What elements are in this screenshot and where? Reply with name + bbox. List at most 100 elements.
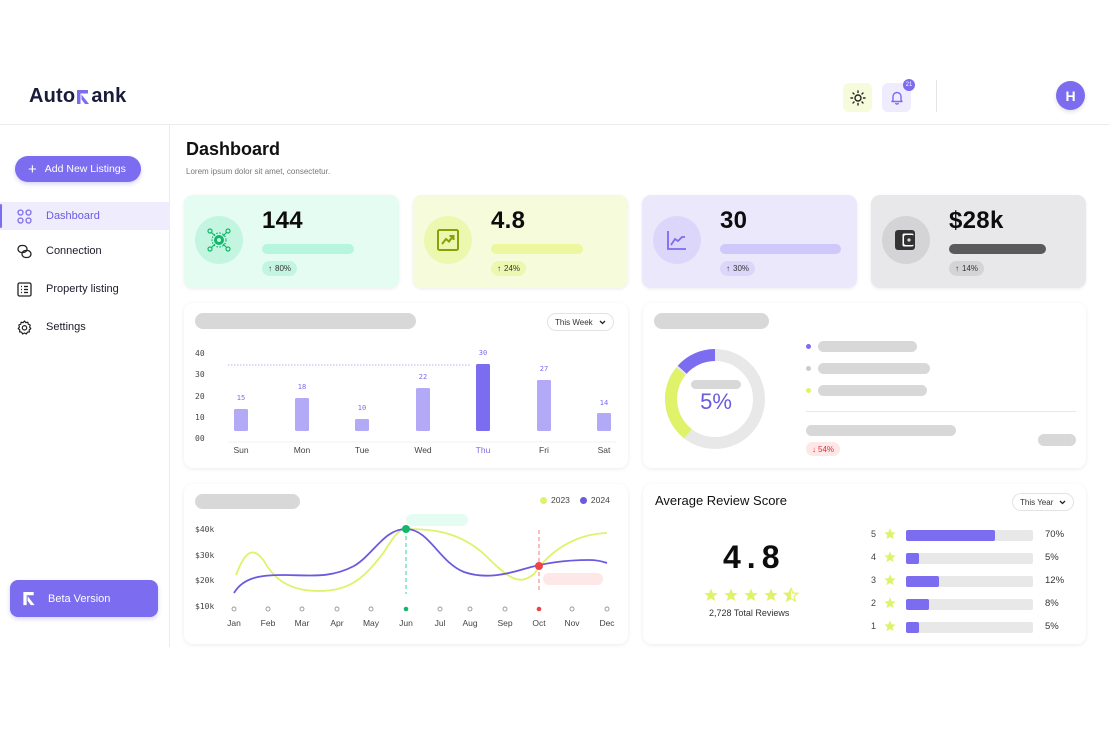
- link-icon: [17, 244, 32, 259]
- notifications-button[interactable]: 21: [882, 79, 915, 112]
- change-badge-down: ↓ 54%: [806, 442, 841, 456]
- grid-icon: [17, 208, 32, 224]
- chevron-down-icon: [599, 320, 606, 324]
- line-chart-icon: [653, 216, 701, 264]
- rating-stars-label: 1: [871, 621, 877, 631]
- legend-dot: [806, 366, 811, 371]
- card-title-placeholder: [654, 313, 769, 329]
- stat-card-rating[interactable]: 4.8 ↑ 24%: [413, 195, 628, 288]
- rating-stars-label: 4: [871, 552, 877, 562]
- beta-version-button[interactable]: Beta Version: [10, 580, 158, 617]
- legend-label-placeholder: [818, 341, 917, 352]
- stat-change-badge: ↑ 24%: [491, 261, 527, 276]
- y-tick: 30: [195, 370, 205, 379]
- rating-percent: 5%: [1045, 552, 1059, 563]
- logo-suffix: ank: [91, 85, 127, 107]
- rating-bar-track: [906, 622, 1033, 633]
- sidebar-item-connection[interactable]: Connection: [0, 237, 170, 265]
- week-filter-dropdown[interactable]: This Week: [547, 313, 614, 331]
- bar-value-label: 30: [478, 349, 488, 357]
- summary-placeholder: [806, 425, 956, 436]
- sidebar-item-dashboard[interactable]: Dashboard: [0, 202, 170, 230]
- trend-up-icon: [424, 216, 472, 264]
- add-new-listings-label: Add New Listings: [44, 163, 126, 175]
- theme-toggle-button[interactable]: [843, 83, 872, 112]
- stat-card-revenue[interactable]: $28k ↑ 14%: [871, 195, 1086, 288]
- sidebar-item-settings[interactable]: Settings: [0, 313, 170, 341]
- y-tick: 20: [195, 392, 205, 401]
- rating-percent: 5%: [1045, 621, 1059, 632]
- star-icon: [884, 597, 896, 609]
- summary-value-placeholder: [1038, 434, 1076, 446]
- x-tick: Sep: [497, 618, 513, 628]
- x-tick: Sun: [233, 445, 249, 455]
- wallet-icon: [882, 216, 930, 264]
- legend-2023: 2023: [540, 495, 570, 505]
- stat-change-value: 80%: [275, 264, 292, 273]
- legend-dot: [806, 344, 811, 349]
- y-tick: 40: [195, 349, 205, 358]
- star-icon: [884, 551, 896, 563]
- stat-card-growth[interactable]: 30 ↑ 30%: [642, 195, 857, 288]
- x-tick: Mar: [294, 618, 310, 628]
- rating-percent: 70%: [1045, 529, 1065, 540]
- x-tick: Dec: [599, 618, 615, 628]
- x-tick: Apr: [330, 618, 344, 628]
- bar-value-label: 18: [297, 383, 307, 391]
- x-tick: Fri: [539, 445, 549, 455]
- x-tick: Jun: [399, 618, 413, 628]
- legend-label-placeholder: [818, 385, 927, 396]
- y-tick: 00: [195, 434, 205, 443]
- stat-progress-bar: [262, 244, 354, 254]
- revenue-line-chart-card: 2023 2024 $40k $30k $20k $10k Jan Feb Ma…: [184, 484, 628, 644]
- stat-value: 30: [720, 207, 748, 234]
- x-tick: Feb: [260, 618, 276, 628]
- year-filter-dropdown[interactable]: This Year: [1012, 493, 1075, 511]
- star-icon: [884, 620, 896, 632]
- donut-center-value: 5%: [700, 389, 732, 414]
- rating-bar-fill: [906, 622, 919, 633]
- rating-row-4: 4 5%: [871, 551, 1091, 564]
- rating-bar-track: [906, 530, 1033, 541]
- legend-2024: 2024: [579, 495, 610, 505]
- sidebar-item-property-listing[interactable]: Property listing: [0, 275, 170, 303]
- x-tick: Jan: [227, 618, 241, 628]
- star-rating-icon: [704, 587, 799, 602]
- arrow-up-icon: ↑: [497, 264, 501, 273]
- logo[interactable]: Auto ank: [29, 85, 126, 108]
- bar-value-label: 10: [357, 404, 367, 412]
- logo-mark-icon: [76, 89, 90, 104]
- x-tick: Tue: [354, 445, 370, 455]
- page-title: Dashboard: [186, 139, 281, 159]
- change-value: 54%: [818, 444, 835, 454]
- add-new-listings-button[interactable]: + Add New Listings: [15, 156, 141, 182]
- stat-progress-bar: [491, 244, 583, 254]
- bar-value-label: 22: [418, 373, 428, 381]
- stat-value: 4.8: [491, 207, 526, 234]
- stat-card-listings[interactable]: 144 ↑ 80%: [184, 195, 399, 288]
- rating-bar-fill: [906, 599, 929, 610]
- arrow-up-icon: ↑: [955, 264, 959, 273]
- x-tick: Wed: [414, 445, 432, 455]
- bar-value-label: 14: [599, 399, 609, 407]
- avatar[interactable]: H: [1056, 81, 1085, 110]
- chart-legend: 2023 2024: [540, 495, 610, 505]
- rating-row-2: 2 8%: [871, 597, 1091, 610]
- x-tick: Oct: [532, 618, 546, 628]
- bar-value-label: 27: [539, 365, 549, 373]
- y-tick: $20k: [195, 576, 215, 585]
- rating-bar-fill: [906, 553, 919, 564]
- x-tick: Sat: [597, 445, 611, 455]
- sidebar-item-label: Dashboard: [46, 210, 100, 222]
- top-header: Auto ank 21 H: [0, 70, 1110, 125]
- rating-bar-track: [906, 553, 1033, 564]
- stat-change-value: 30%: [733, 264, 750, 273]
- network-gear-icon: [195, 216, 243, 264]
- stat-progress-bar: [949, 244, 1046, 254]
- stat-change-badge: ↑ 14%: [949, 261, 985, 276]
- rating-bar-fill: [906, 576, 940, 587]
- sidebar-item-label: Settings: [46, 321, 86, 333]
- card-title-placeholder: [195, 313, 416, 329]
- x-tick: Jul: [434, 618, 446, 628]
- card-title: Average Review Score: [655, 493, 787, 508]
